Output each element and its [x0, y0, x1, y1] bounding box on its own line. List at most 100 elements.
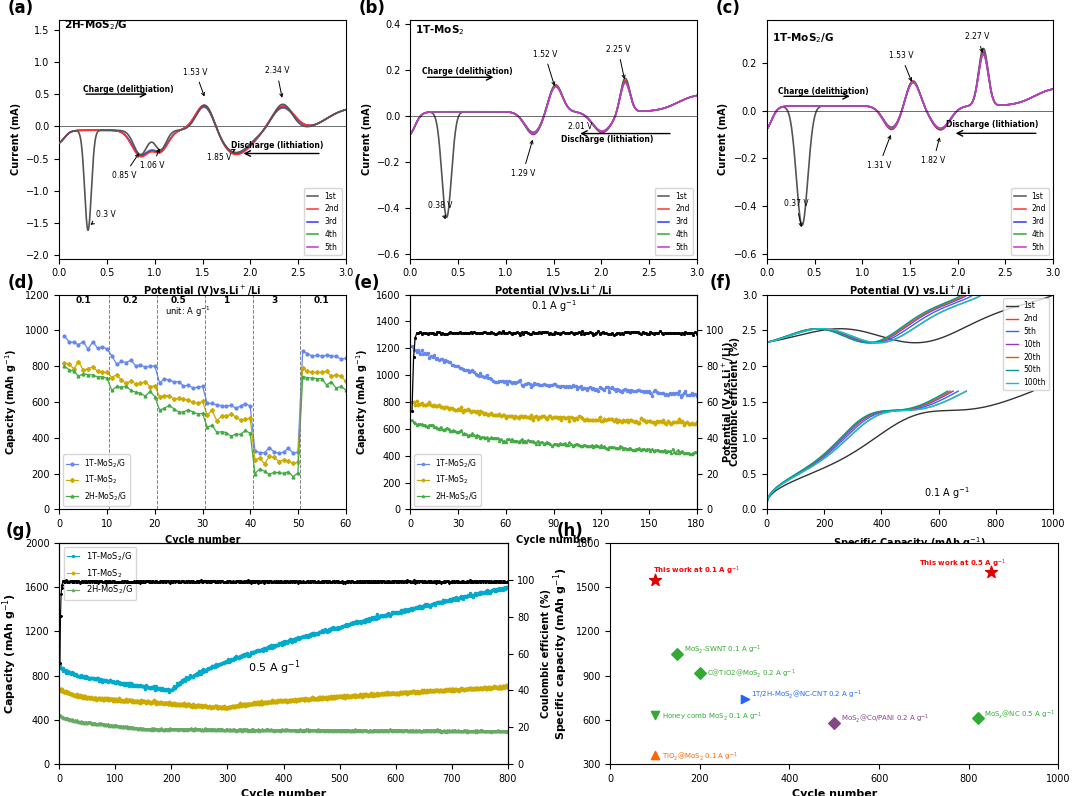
1st	[690, 91, 703, 100]
Line: 1T-MoS$_2$: 1T-MoS$_2$	[63, 361, 347, 466]
4th	[422, 107, 435, 117]
Text: unit: A g$^{-1}$: unit: A g$^{-1}$	[165, 305, 211, 319]
4th	[943, 115, 956, 125]
Text: 2.01 V: 2.01 V	[568, 122, 592, 131]
Point	[646, 749, 663, 762]
Y-axis label: Current (mA): Current (mA)	[718, 103, 728, 175]
X-axis label: Potential (V) vs.Li$^+$/Li: Potential (V) vs.Li$^+$/Li	[849, 284, 971, 299]
Text: 0.3 V: 0.3 V	[91, 210, 116, 224]
1T-MoS$_2$/G	[54, 661, 67, 670]
20th	[760, 501, 773, 510]
5th	[651, 105, 664, 115]
Text: 1T-MoS$_2$/G: 1T-MoS$_2$/G	[771, 31, 834, 45]
3rd	[220, 143, 233, 153]
1T-MoS$_2$/G	[153, 378, 166, 388]
1T-MoS$_2$/G	[393, 607, 406, 616]
Legend: 1T-MoS$_2$/G, 1T-MoS$_2$, 2H-MoS$_2$/G: 1T-MoS$_2$/G, 1T-MoS$_2$, 2H-MoS$_2$/G	[415, 455, 481, 505]
10th	[875, 407, 888, 416]
4th	[934, 123, 947, 133]
1T-MoS$_2$	[72, 357, 85, 366]
Text: 1: 1	[224, 295, 229, 305]
1T-MoS$_2$	[258, 459, 271, 469]
50th	[867, 408, 880, 417]
1st	[1001, 396, 1014, 405]
50th	[924, 396, 937, 405]
Point	[737, 693, 754, 705]
1T-MoS$_2$/G	[405, 341, 418, 351]
5th	[404, 129, 417, 139]
Legend: 1st, 2nd, 3rd, 4th, 5th: 1st, 2nd, 3rd, 4th, 5th	[303, 189, 341, 255]
Line: 2H-MoS$_2$/G: 2H-MoS$_2$/G	[59, 714, 509, 733]
2H-MoS$_2$/G	[339, 726, 352, 736]
Line: 2H-MoS$_2$/G: 2H-MoS$_2$/G	[411, 419, 698, 455]
4th	[220, 142, 233, 152]
1T-MoS$_2$/G	[690, 391, 703, 400]
20th	[873, 407, 886, 416]
3rd	[651, 105, 664, 115]
Text: (b): (b)	[359, 0, 386, 17]
Text: 0.85 V: 0.85 V	[112, 154, 138, 180]
Text: 1T-MoS$_2$: 1T-MoS$_2$	[415, 24, 464, 37]
Line: 1st: 1st	[410, 78, 697, 217]
Point	[646, 709, 663, 722]
2nd	[1047, 84, 1059, 94]
2H-MoS$_2$/G	[680, 448, 693, 458]
5th	[1008, 99, 1021, 108]
1T-MoS$_2$	[405, 398, 418, 408]
Y-axis label: Current (mA): Current (mA)	[362, 103, 372, 175]
X-axis label: Cycle number: Cycle number	[165, 535, 240, 544]
2H-MoS$_2$/G	[438, 726, 451, 736]
Text: 1.53 V: 1.53 V	[889, 51, 914, 80]
4th	[578, 111, 591, 120]
2H-MoS$_2$/G	[339, 385, 352, 395]
20th	[915, 400, 928, 410]
Text: (a): (a)	[8, 0, 33, 17]
1T-MoS$_2$	[441, 403, 454, 412]
Line: 3rd: 3rd	[767, 53, 1053, 129]
20th	[944, 386, 957, 396]
Line: 1T-MoS$_2$/G: 1T-MoS$_2$/G	[411, 345, 698, 398]
5th	[228, 147, 241, 157]
Line: 3rd: 3rd	[410, 82, 697, 134]
Text: 0.1 A g$^{-1}$: 0.1 A g$^{-1}$	[924, 485, 970, 501]
1st	[404, 129, 417, 139]
1T-MoS$_2$/G	[514, 376, 527, 385]
2nd	[422, 107, 435, 117]
1st	[976, 44, 989, 53]
2H-MoS$_2$/G	[501, 726, 514, 736]
2H-MoS$_2$/G	[106, 386, 119, 396]
3rd	[271, 105, 284, 115]
Text: (f): (f)	[710, 274, 732, 292]
4th	[53, 138, 66, 147]
1st	[978, 46, 991, 56]
50th	[872, 407, 885, 416]
2nd	[651, 105, 664, 115]
2nd	[934, 125, 947, 135]
Text: 0.38 V: 0.38 V	[428, 201, 453, 218]
X-axis label: Cycle number: Cycle number	[241, 790, 326, 796]
5th	[976, 50, 989, 60]
2nd	[878, 408, 891, 417]
4th	[690, 91, 703, 100]
Point	[983, 566, 1000, 579]
3rd	[619, 77, 632, 87]
1st	[82, 225, 95, 235]
Text: 1.85 V: 1.85 V	[207, 150, 235, 162]
2nd	[760, 501, 773, 510]
10th	[761, 495, 774, 505]
2H-MoS$_2$/G	[514, 436, 527, 446]
Text: Discharge (lithiation): Discharge (lithiation)	[562, 135, 653, 143]
1st	[276, 100, 289, 109]
1T-MoS$_2$	[326, 693, 339, 702]
Y-axis label: Current (mA): Current (mA)	[11, 103, 21, 175]
1T-MoS$_2$	[219, 704, 232, 713]
1st	[570, 107, 583, 117]
100th	[760, 501, 773, 510]
4th	[976, 49, 989, 58]
2nd	[228, 150, 241, 159]
Text: MoS$_x$@NC 0.5 A g$^{-1}$: MoS$_x$@NC 0.5 A g$^{-1}$	[985, 708, 1055, 720]
Line: 1T-MoS$_2$/G: 1T-MoS$_2$/G	[59, 586, 509, 693]
1T-MoS$_2$/G	[314, 627, 327, 637]
X-axis label: Potential (V)vs.Li$^+$/Li: Potential (V)vs.Li$^+$/Li	[495, 284, 612, 299]
Legend: 1st, 2nd, 3rd, 4th, 5th: 1st, 2nd, 3rd, 4th, 5th	[654, 189, 692, 255]
